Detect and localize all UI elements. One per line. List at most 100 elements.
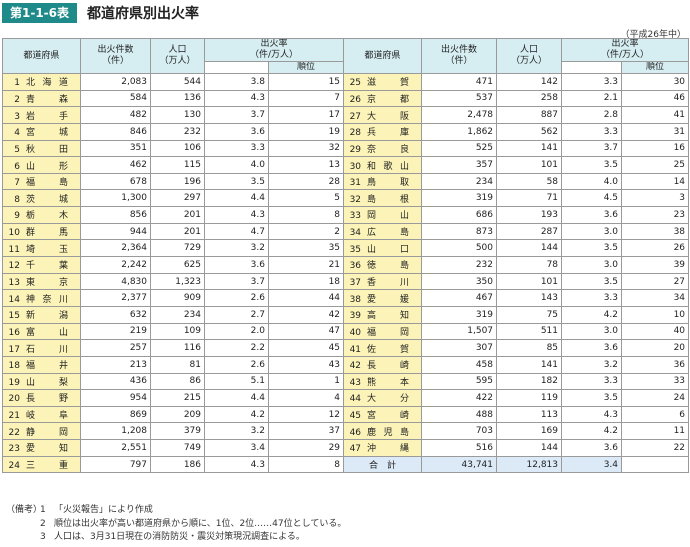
rate-cell: 2.8	[561, 106, 623, 124]
rank-cell: 20	[621, 339, 690, 357]
pref-cell: 2 青森	[2, 89, 81, 108]
table-row: 15 新潟 632 234 2.7 42 39 高知 319 75 4.2 10	[2, 305, 690, 324]
fires-cell: 319	[421, 305, 498, 324]
rank-cell: 28	[267, 172, 345, 191]
pref-name: 岩手	[26, 111, 68, 122]
rate-cell: 4.3	[561, 405, 623, 424]
fires-cell: 516	[421, 439, 498, 457]
col-pop-right: 人口 （万人）	[496, 38, 563, 74]
rate-cell: 3.0	[561, 256, 623, 274]
pop-cell: 85	[496, 339, 563, 357]
rate-cell: 3.4	[204, 439, 269, 457]
table-row: 12 千葉 2,242 625 3.6 21 36 徳島 232 78 3.0 39	[2, 256, 690, 274]
rank-cell: 2	[267, 222, 345, 241]
rank-cell: 41	[621, 106, 690, 124]
pref-name: 徳島	[367, 261, 410, 272]
pref-name: 奈良	[367, 144, 410, 155]
table-row: 6 山形 462 115 4.0 13 30 和歌山 357 101 3.5 25	[2, 156, 690, 174]
rate-cell: 5.1	[204, 372, 269, 391]
pop-cell: 115	[150, 156, 205, 174]
col-pref-right: 都道府県	[343, 38, 423, 74]
pref-cell: 21 岐阜	[2, 405, 81, 424]
fires-cell: 525	[421, 139, 498, 158]
pop-cell: 141	[496, 355, 563, 374]
rank-cell: 34	[621, 289, 690, 307]
table-row: 13 東京 4,830 1,323 3.7 18 37 香川 350 101 3.5 27	[2, 272, 690, 291]
col-rank-left: 順位	[267, 61, 345, 74]
period-note: （平成26年中）	[620, 30, 686, 40]
rate-cell: 2.0	[204, 322, 269, 341]
pref-name: 神奈川	[26, 294, 68, 305]
fires-cell: 351	[80, 139, 151, 158]
rank-cell: 30	[621, 73, 690, 91]
pref-cell: 47 沖縄	[343, 439, 423, 457]
note-item: 順位は出火率が高い都道府県から順に、1位、2位……47位としている。	[54, 518, 347, 529]
pref-cell: 33 岡山	[343, 206, 423, 224]
pref-cell: 8 茨城	[2, 189, 81, 208]
table-row: 20 長野 954 215 4.4 4 44 大分 422 119 3.5 24	[2, 389, 690, 407]
rate-cell: 4.3	[204, 89, 269, 108]
rate-cell: 3.6	[561, 206, 623, 224]
table-title: 都道府県別出火率	[87, 6, 200, 22]
pref-cell: 38 愛媛	[343, 289, 423, 307]
fires-cell: 1,507	[421, 322, 498, 341]
pref-cell: 7 福島	[2, 172, 81, 191]
rank-cell: 27	[621, 272, 690, 291]
pref-name: 山梨	[26, 377, 68, 388]
pref-name: 佐賀	[367, 344, 410, 355]
rate-cell: 3.2	[561, 355, 623, 374]
pref-name: 茨城	[26, 194, 68, 205]
col-rate-right: 出火率 （件/万人）	[561, 38, 690, 62]
rate-cell: 2.1	[561, 89, 623, 108]
rank-cell: 29	[267, 439, 345, 457]
pref-name: 千葉	[26, 261, 68, 272]
rank-cell: 40	[621, 322, 690, 341]
col-fires-right: 出火件数 （件）	[421, 38, 498, 74]
pop-cell: 1,323	[150, 272, 205, 291]
pref-name: 新潟	[26, 311, 68, 322]
rate-cell: 2.7	[204, 305, 269, 324]
pop-cell: 101	[496, 156, 563, 174]
pref-name: 広島	[367, 228, 410, 239]
fires-cell: 2,478	[421, 106, 498, 124]
fires-cell: 500	[421, 239, 498, 258]
fires-cell: 458	[421, 355, 498, 374]
fires-cell: 4,830	[80, 272, 151, 291]
rate-cell: 3.2	[204, 239, 269, 258]
rank-cell: 32	[267, 139, 345, 158]
pref-name: 大阪	[367, 111, 410, 122]
table-number-tag: 第1-1-6表	[2, 3, 78, 23]
pref-name: 愛知	[26, 444, 68, 455]
pref-cell: 42 長崎	[343, 355, 423, 374]
rank-cell: 1	[267, 372, 345, 391]
rank-cell: 18	[267, 272, 345, 291]
rate-cell: 3.3	[561, 289, 623, 307]
col-fires-left: 出火件数 （件）	[80, 38, 151, 74]
rank-cell: 35	[267, 239, 345, 258]
rate-cell: 4.7	[204, 222, 269, 241]
table-row: 4 宮城 846 232 3.6 19 28 兵庫 1,862 562 3.3 31	[2, 122, 690, 141]
pop-cell: 106	[150, 139, 205, 158]
rate-cell: 3.6	[204, 256, 269, 274]
rank-cell: 15	[267, 73, 345, 91]
total-rate: 3.4	[561, 455, 623, 474]
rate-cell: 2.2	[204, 339, 269, 357]
fires-cell: 1,208	[80, 422, 151, 441]
pref-cell: 6 山形	[2, 156, 81, 174]
fires-cell: 2,242	[80, 256, 151, 274]
total-fires: 43,741	[421, 455, 498, 474]
pop-cell: 81	[150, 355, 205, 374]
pop-cell: 297	[150, 189, 205, 208]
rate-cell: 3.5	[561, 272, 623, 291]
pref-name: 富山	[26, 327, 68, 338]
table-row: 24 三重 797 186 4.3 8 合 計 43,741 12,813 3.4	[2, 455, 690, 474]
pop-cell: 182	[496, 372, 563, 391]
pop-cell: 544	[150, 73, 205, 91]
rate-cell: 3.3	[561, 122, 623, 141]
pop-cell: 215	[150, 389, 205, 407]
rank-cell: 10	[621, 305, 690, 324]
pop-cell: 86	[150, 372, 205, 391]
fires-cell: 482	[80, 106, 151, 124]
rate-cell: 3.7	[204, 106, 269, 124]
fires-cell: 954	[80, 389, 151, 407]
